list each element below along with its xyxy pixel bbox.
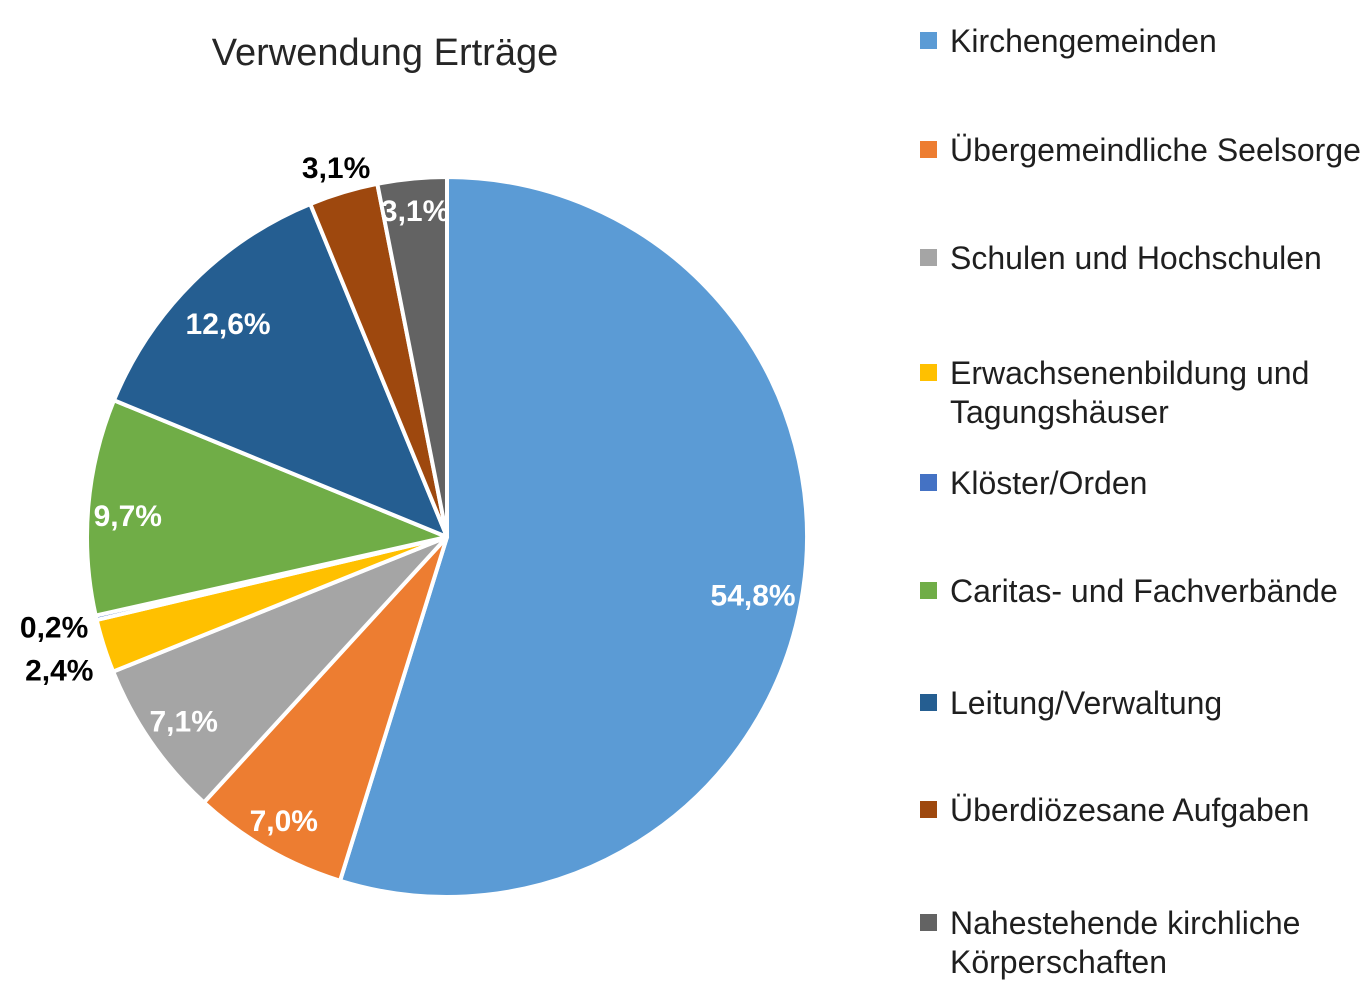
legend-item-label: Kirchengemeinden <box>950 23 1217 59</box>
pie-slice-label: 12,6% <box>186 308 271 341</box>
legend-item: Übergemeindliche Seelsorge <box>920 131 1361 170</box>
pie-slice-label: 3,1% <box>381 195 449 228</box>
legend-item: Leitung/Verwaltung <box>920 684 1222 723</box>
pie-slice <box>201 535 449 883</box>
legend-item-label: Caritas- und Fachverbände <box>950 573 1338 609</box>
pie-slice-label: 0,2% <box>20 611 88 644</box>
legend-color-swatch <box>920 582 937 599</box>
pie-slice-label: 54,8% <box>711 580 796 613</box>
legend-item: Erwachsenenbildung und Tagungshäuser <box>920 354 1372 432</box>
pie-slice <box>111 201 449 539</box>
legend-color-swatch <box>920 474 937 491</box>
legend-color-swatch <box>920 914 937 931</box>
pie-slice <box>85 398 449 618</box>
pie-slice <box>111 535 449 805</box>
chart-title: Verwendung Erträge <box>211 32 559 74</box>
legend-item: Nahestehende kirchliche Körperschaften <box>920 904 1372 982</box>
legend-color-swatch <box>920 32 937 49</box>
legend-item: Caritas- und Fachverbände <box>920 572 1338 611</box>
legend-item: Klöster/Orden <box>920 464 1147 503</box>
legend-item-label: Überdiözesane Aufgaben <box>950 792 1310 828</box>
legend-item: Kirchengemeinden <box>920 22 1217 61</box>
legend-item: Schulen und Hochschulen <box>920 239 1322 278</box>
pie-slice-label: 7,1% <box>150 706 218 739</box>
legend-color-swatch <box>920 801 937 818</box>
legend-color-swatch <box>920 249 937 266</box>
legend-item-label: Leitung/Verwaltung <box>950 685 1223 721</box>
legend-color-swatch <box>920 141 937 158</box>
legend-item-label: Erwachsenenbildung und Tagungshäuser <box>950 355 1310 430</box>
legend-item-label: Klöster/Orden <box>950 465 1148 501</box>
legend-color-swatch <box>920 694 937 711</box>
pie-slice <box>338 175 810 899</box>
legend-item: Überdiözesane Aufgaben <box>920 791 1309 830</box>
legend-color-swatch <box>920 364 937 381</box>
legend-item-label: Nahestehende kirchliche Körperschaften <box>950 905 1301 980</box>
pie-slice-label: 7,0% <box>250 805 318 838</box>
pie-slice-label: 2,4% <box>25 654 93 687</box>
pie-slice-label: 9,7% <box>94 500 162 533</box>
pie-slice <box>375 175 449 539</box>
pie-slice-label: 3,1% <box>302 152 370 185</box>
legend-item-label: Übergemeindliche Seelsorge <box>950 132 1361 168</box>
chart-legend: Kirchengemeinden Übergemeindliche Seelsor… <box>920 0 1372 1000</box>
legend-item-label: Schulen und Hochschulen <box>950 240 1322 276</box>
